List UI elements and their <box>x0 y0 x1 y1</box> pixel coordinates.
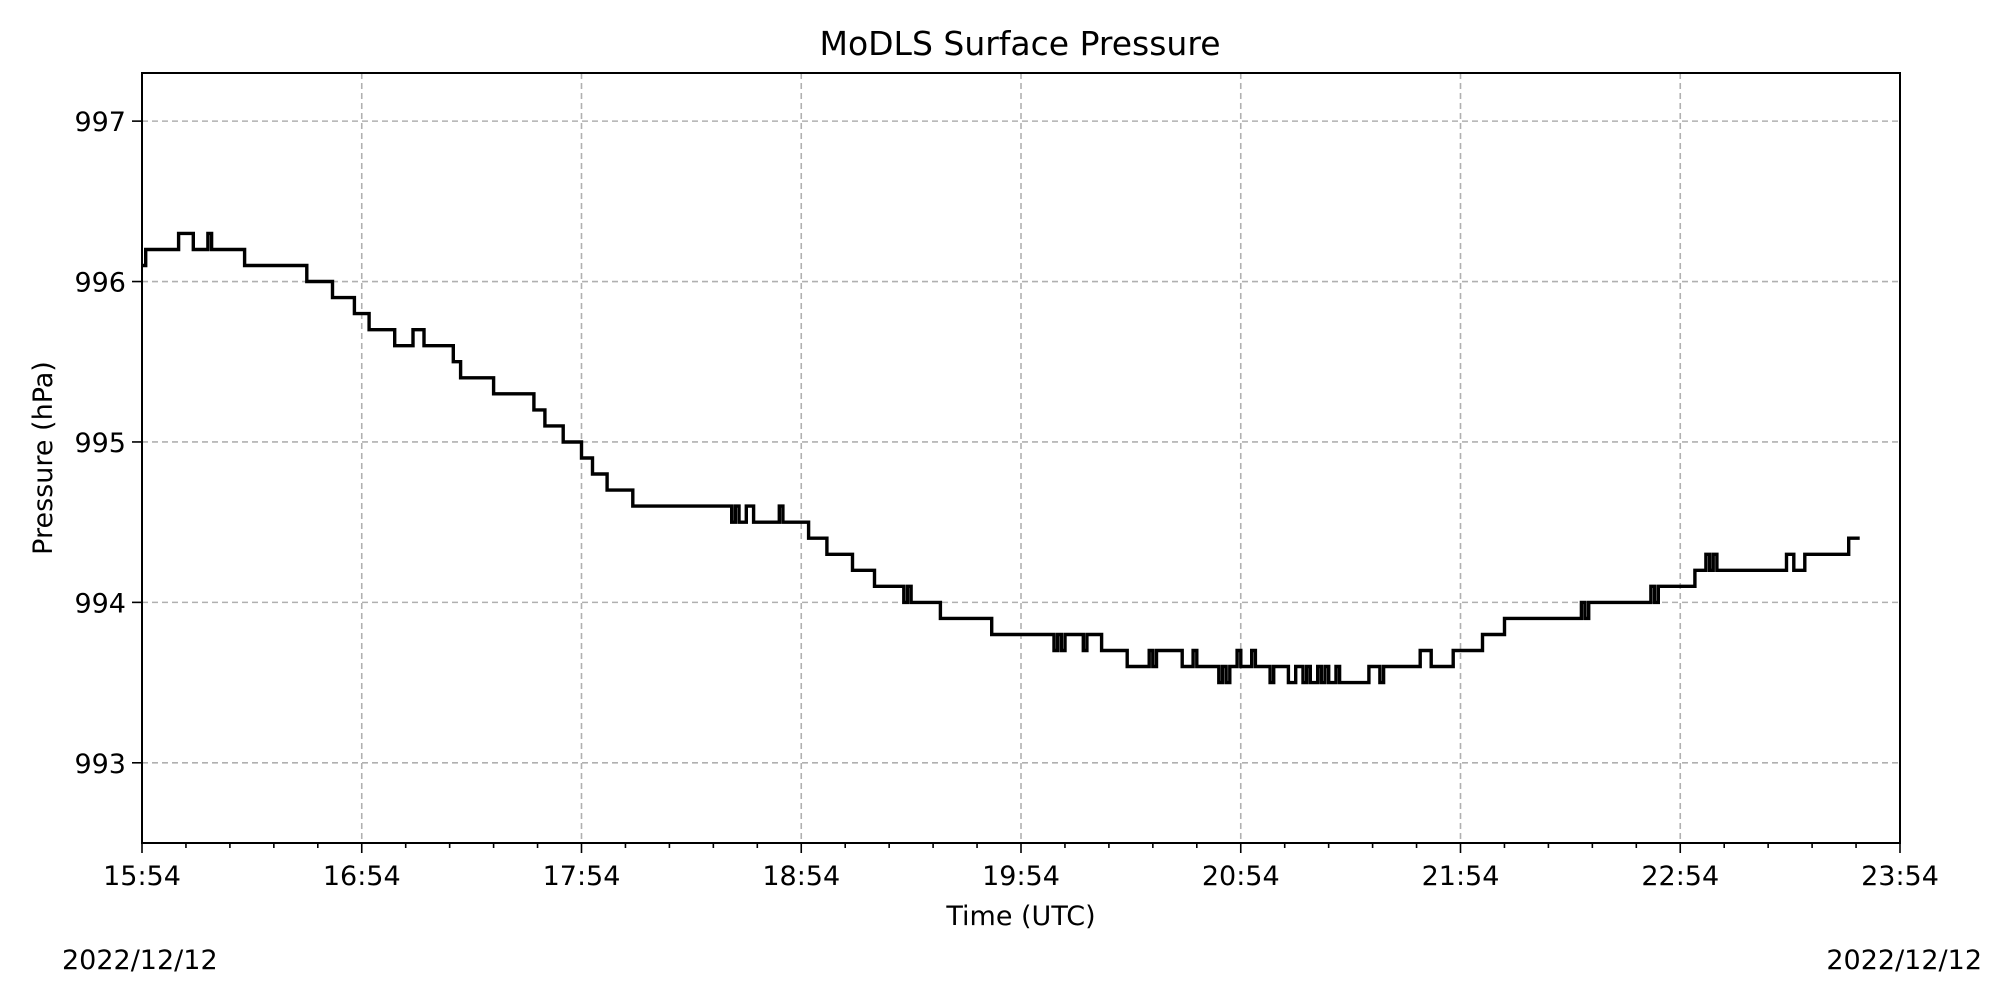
date-label-left: 2022/12/12 <box>62 945 218 976</box>
date-label-right: 2022/12/12 <box>1826 945 1982 976</box>
x-tick-label-1654: 16:54 <box>323 861 401 892</box>
x-tick-label-1954: 19:54 <box>982 861 1060 892</box>
x-tick-label-2054: 20:54 <box>1202 861 1280 892</box>
y-tick-label-997: 997 <box>74 107 126 138</box>
x-axis-label: Time (UTC) <box>945 901 1095 932</box>
x-tick-label-1854: 18:54 <box>762 861 840 892</box>
axis-ticks: 993 994 995 996 997 15:54 16:54 17:54 18:54 19:54… <box>74 107 1938 892</box>
x-tick-label-2354: 23:54 <box>1861 861 1939 892</box>
x-tick-label-1754: 17:54 <box>543 861 621 892</box>
x-tick-label-2254: 22:54 <box>1641 861 1719 892</box>
y-tick-label-996: 996 <box>74 268 126 299</box>
y-axis-label: Pressure (hPa) <box>28 361 59 555</box>
y-tick-label-995: 995 <box>74 428 126 459</box>
y-tick-label-994: 994 <box>74 588 126 619</box>
pressure-series-line-0 <box>142 231 1860 685</box>
x-tick-label-1554: 15:54 <box>103 861 181 892</box>
chart-title: MoDLS Surface Pressure <box>819 24 1220 63</box>
y-tick-label-993: 993 <box>74 749 126 780</box>
x-tick-label-2154: 21:54 <box>1422 861 1500 892</box>
grid <box>141 73 1901 843</box>
series-layer <box>142 231 1860 685</box>
